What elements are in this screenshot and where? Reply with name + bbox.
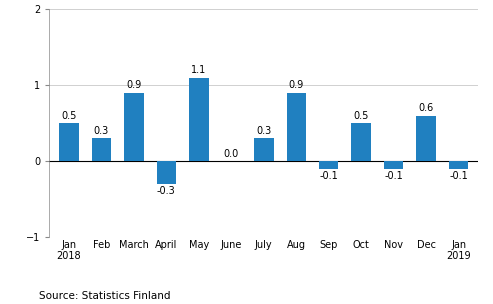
Text: 0.5: 0.5 [61,111,76,121]
Bar [384,161,403,169]
Text: Source: Statistics Finland: Source: Statistics Finland [39,291,171,301]
Text: -0.1: -0.1 [319,171,338,181]
Text: 0.3: 0.3 [256,126,271,136]
Bar [449,161,468,169]
Text: -0.1: -0.1 [449,171,468,181]
Bar [352,123,371,161]
Bar [157,161,176,184]
Bar [286,93,306,161]
Text: -0.3: -0.3 [157,186,176,196]
Text: 0.9: 0.9 [126,81,141,91]
Text: 0.5: 0.5 [353,111,369,121]
Bar [59,123,78,161]
Bar [417,116,436,161]
Bar [92,138,111,161]
Text: 0.6: 0.6 [419,103,434,113]
Bar [189,78,209,161]
Bar [124,93,143,161]
Bar [254,138,274,161]
Text: 0.0: 0.0 [224,149,239,159]
Text: 0.3: 0.3 [94,126,109,136]
Text: 1.1: 1.1 [191,65,207,75]
Bar [319,161,339,169]
Text: 0.9: 0.9 [288,81,304,91]
Text: -0.1: -0.1 [385,171,403,181]
